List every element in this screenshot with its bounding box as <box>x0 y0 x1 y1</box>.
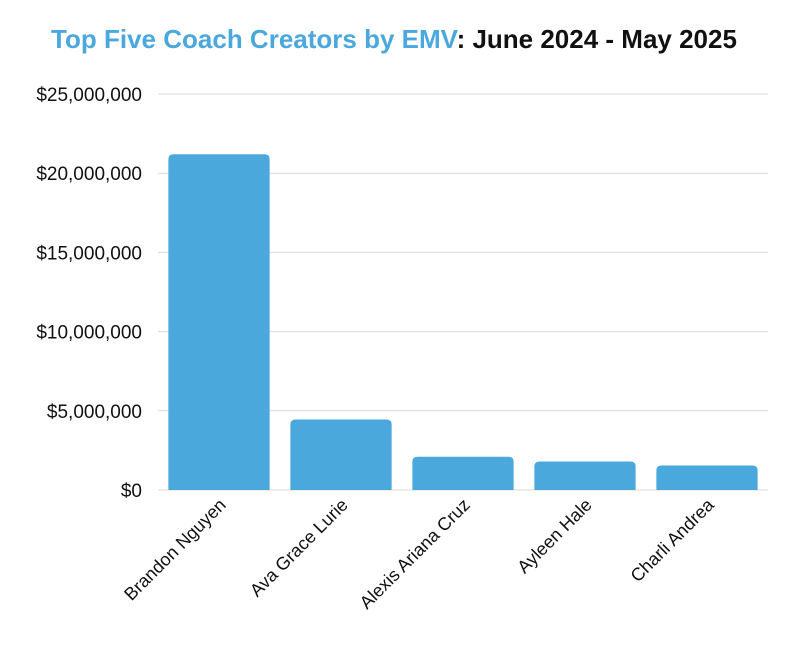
x-tick-label: Ayleen Hale <box>513 495 596 578</box>
y-axis-tick-labels: $0 $5,000,000 $10,000,000 $15,000,000 $20,00… <box>36 85 142 502</box>
x-tick-label: Brandon Nguyen <box>120 495 230 605</box>
x-tick-label: Charli Andrea <box>627 494 719 586</box>
bar <box>412 456 514 490</box>
y-tick-label: $25,000,000 <box>36 85 142 106</box>
chart-title-rest: : June 2024 - May 2025 <box>456 24 737 54</box>
x-axis-tick-labels: Brandon Nguyen Ava Grace Lurie Alexis Aria… <box>120 494 718 613</box>
bar <box>534 461 636 490</box>
y-tick-label: $20,000,000 <box>36 164 142 185</box>
y-tick-label: $5,000,000 <box>47 402 142 423</box>
y-tick-label: $10,000,000 <box>36 323 142 344</box>
chart-title: Top Five Coach Creators by EMV: June 202… <box>0 22 788 56</box>
bar <box>290 419 392 490</box>
bar <box>656 465 758 490</box>
y-tick-label: $0 <box>121 481 142 502</box>
bar <box>168 154 270 490</box>
x-tick-label: Alexis Ariana Cruz <box>356 495 474 613</box>
bars <box>168 154 758 490</box>
x-tick-label: Ava Grace Lurie <box>246 495 352 601</box>
chart-title-highlight: Top Five Coach Creators by EMV <box>51 24 457 54</box>
y-tick-label: $15,000,000 <box>36 243 142 264</box>
